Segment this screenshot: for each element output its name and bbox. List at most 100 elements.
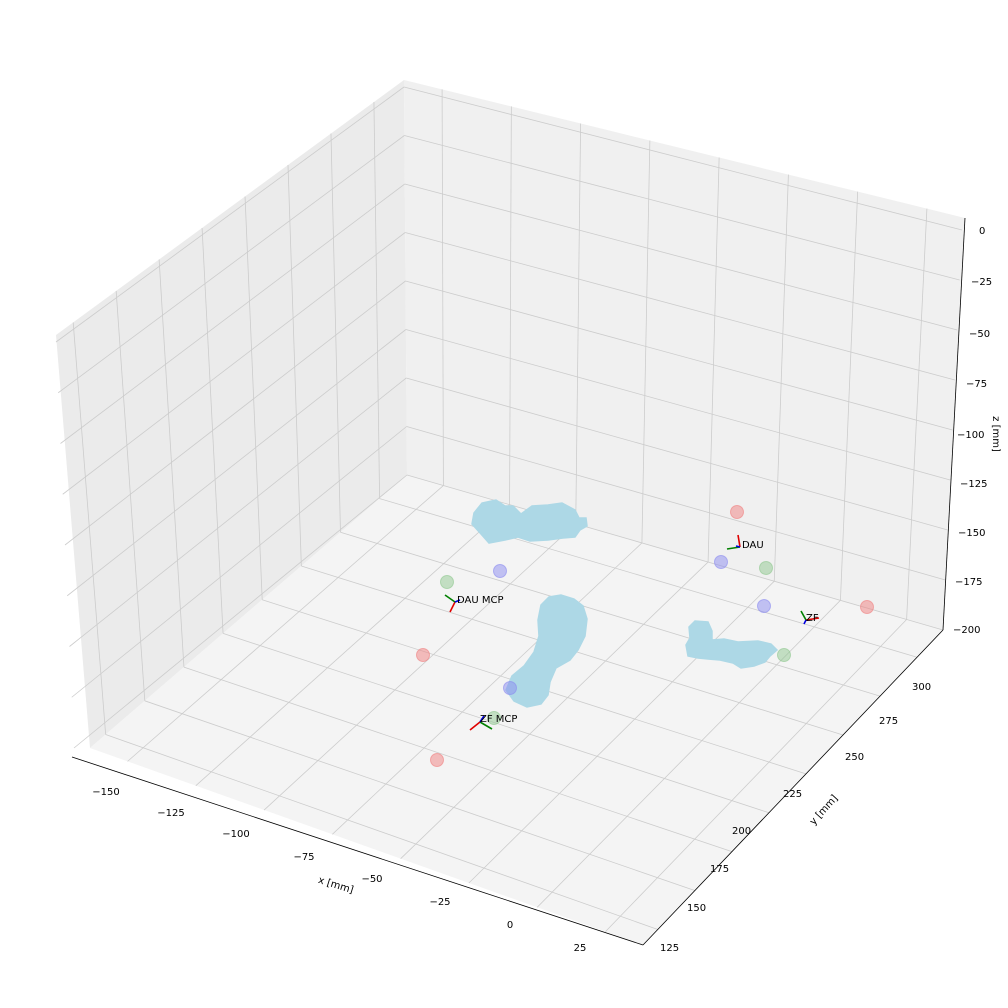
x-grid-line	[441, 89, 444, 486]
frame-glyph-zf-mcp	[469, 715, 493, 731]
annotation-dau-mcp: DAU MCP	[457, 595, 504, 606]
x-tick-labels: −150 −125 −100 −75 −50 −25 0 25	[92, 787, 586, 954]
z-tick-label: −25	[971, 277, 992, 288]
z-grid-line	[406, 426, 946, 581]
scatter-point-green	[777, 648, 791, 662]
y-tick-label: 200	[732, 826, 751, 837]
x-grid-line	[332, 542, 643, 835]
x-tick-label: 25	[574, 943, 587, 954]
scatter-point-blue	[714, 555, 728, 569]
frame-glyph-zf	[800, 610, 820, 625]
y-axis-title: y [mm]	[808, 793, 841, 827]
z-grid-line	[405, 232, 955, 381]
z-tick-label: −175	[955, 577, 982, 588]
z-grid-line	[404, 183, 958, 331]
x-tick-label: −50	[361, 874, 382, 885]
frame-glyph-dau-mcp	[444, 594, 461, 613]
x-grid-line	[906, 208, 928, 620]
scatter-point-green	[487, 711, 501, 725]
frame-axis-blue	[735, 545, 741, 548]
y-grid-line	[373, 102, 381, 499]
scatter-point-red	[430, 753, 444, 767]
z-grid-line	[69, 377, 407, 647]
scatter-point-red	[860, 600, 874, 614]
annotation-dau: DAU	[742, 540, 764, 551]
x-grid-line	[707, 157, 720, 563]
y-grid-line	[144, 700, 695, 891]
frame-axis-red	[449, 601, 456, 613]
z-tick-label: −50	[969, 329, 990, 340]
x-grid-line	[509, 106, 512, 505]
x-grid-line	[773, 174, 789, 582]
y-tick-label: 175	[710, 864, 729, 875]
x-grid-line	[641, 140, 651, 543]
y-axis-line	[642, 629, 944, 946]
z-grid-line	[406, 377, 948, 531]
y-grid-line	[287, 164, 302, 567]
z-grid-line	[403, 86, 963, 231]
z-tick-label: −200	[953, 625, 980, 636]
axis-lines	[71, 217, 966, 946]
z-grid-line	[404, 135, 960, 281]
frame-axis-red	[737, 534, 741, 548]
scatter-point-blue	[503, 681, 517, 695]
y-tick-label: 125	[660, 943, 679, 954]
z-tick-label: −125	[960, 479, 987, 490]
x-axis-title: x [mm]	[317, 875, 355, 896]
x-grid-line	[400, 561, 709, 859]
frame-axis-blue	[454, 599, 461, 603]
z-grid-line	[405, 329, 951, 481]
x-grid-line	[605, 619, 907, 932]
z-grid-line	[55, 86, 405, 343]
frame-axis-red	[469, 721, 481, 731]
frame-axis-green	[726, 546, 741, 550]
x-grid-line	[575, 123, 582, 524]
annotation-zf-mcp: ZF MCP	[480, 714, 517, 725]
x-tick-label: −75	[293, 852, 314, 863]
y-tick-labels: 125 150 175 200 225 250 275 300	[660, 682, 931, 954]
y-tick-label: 225	[783, 789, 802, 800]
z-tick-label: −150	[958, 528, 985, 539]
z-grid-line	[58, 135, 405, 394]
x-tick-label: −100	[222, 829, 249, 840]
z-grid-line	[67, 329, 407, 597]
pane-floor	[90, 475, 943, 945]
scatter-markers	[416, 505, 874, 767]
x-grid-line	[468, 580, 775, 884]
z-grid-line	[71, 426, 407, 698]
frame-axis-blue	[479, 715, 485, 723]
x-tick-label: −150	[92, 787, 119, 798]
surface-blob	[685, 620, 779, 669]
x-tick-label: −125	[157, 808, 184, 819]
z-tick-labels: 0 −25 −50 −75 −100 −125 −150 −175 −200	[953, 226, 992, 636]
x-grid-line	[195, 504, 510, 786]
z-grid-line	[73, 474, 408, 749]
grid-lines	[55, 86, 963, 932]
frame-axis-green	[479, 721, 493, 730]
y-grid-line	[115, 290, 146, 701]
frame-axis-green	[444, 594, 456, 603]
scatter-point-green	[759, 561, 773, 575]
z-grid-line	[64, 280, 406, 546]
y-grid-line	[183, 666, 733, 853]
surface-blob	[471, 499, 588, 544]
y-tick-label: 150	[687, 903, 706, 914]
y-grid-line	[340, 531, 881, 697]
pane-back	[404, 80, 965, 630]
z-grid-line	[62, 232, 406, 495]
z-tick-label: −100	[957, 430, 984, 441]
scatter-point-blue	[493, 564, 507, 578]
y-grid-line	[72, 322, 107, 735]
frame-axis-blue	[803, 619, 807, 625]
scatter-point-red	[416, 648, 430, 662]
z-tick-label: 0	[979, 226, 985, 237]
y-grid-line	[244, 196, 263, 600]
z-grid-line	[405, 280, 953, 431]
x-tick-label: −25	[429, 897, 450, 908]
surface-blob	[505, 594, 588, 708]
frame-glyphs	[444, 534, 820, 731]
pane-left	[56, 80, 407, 748]
y-grid-line	[105, 734, 658, 930]
x-grid-line	[127, 485, 444, 762]
